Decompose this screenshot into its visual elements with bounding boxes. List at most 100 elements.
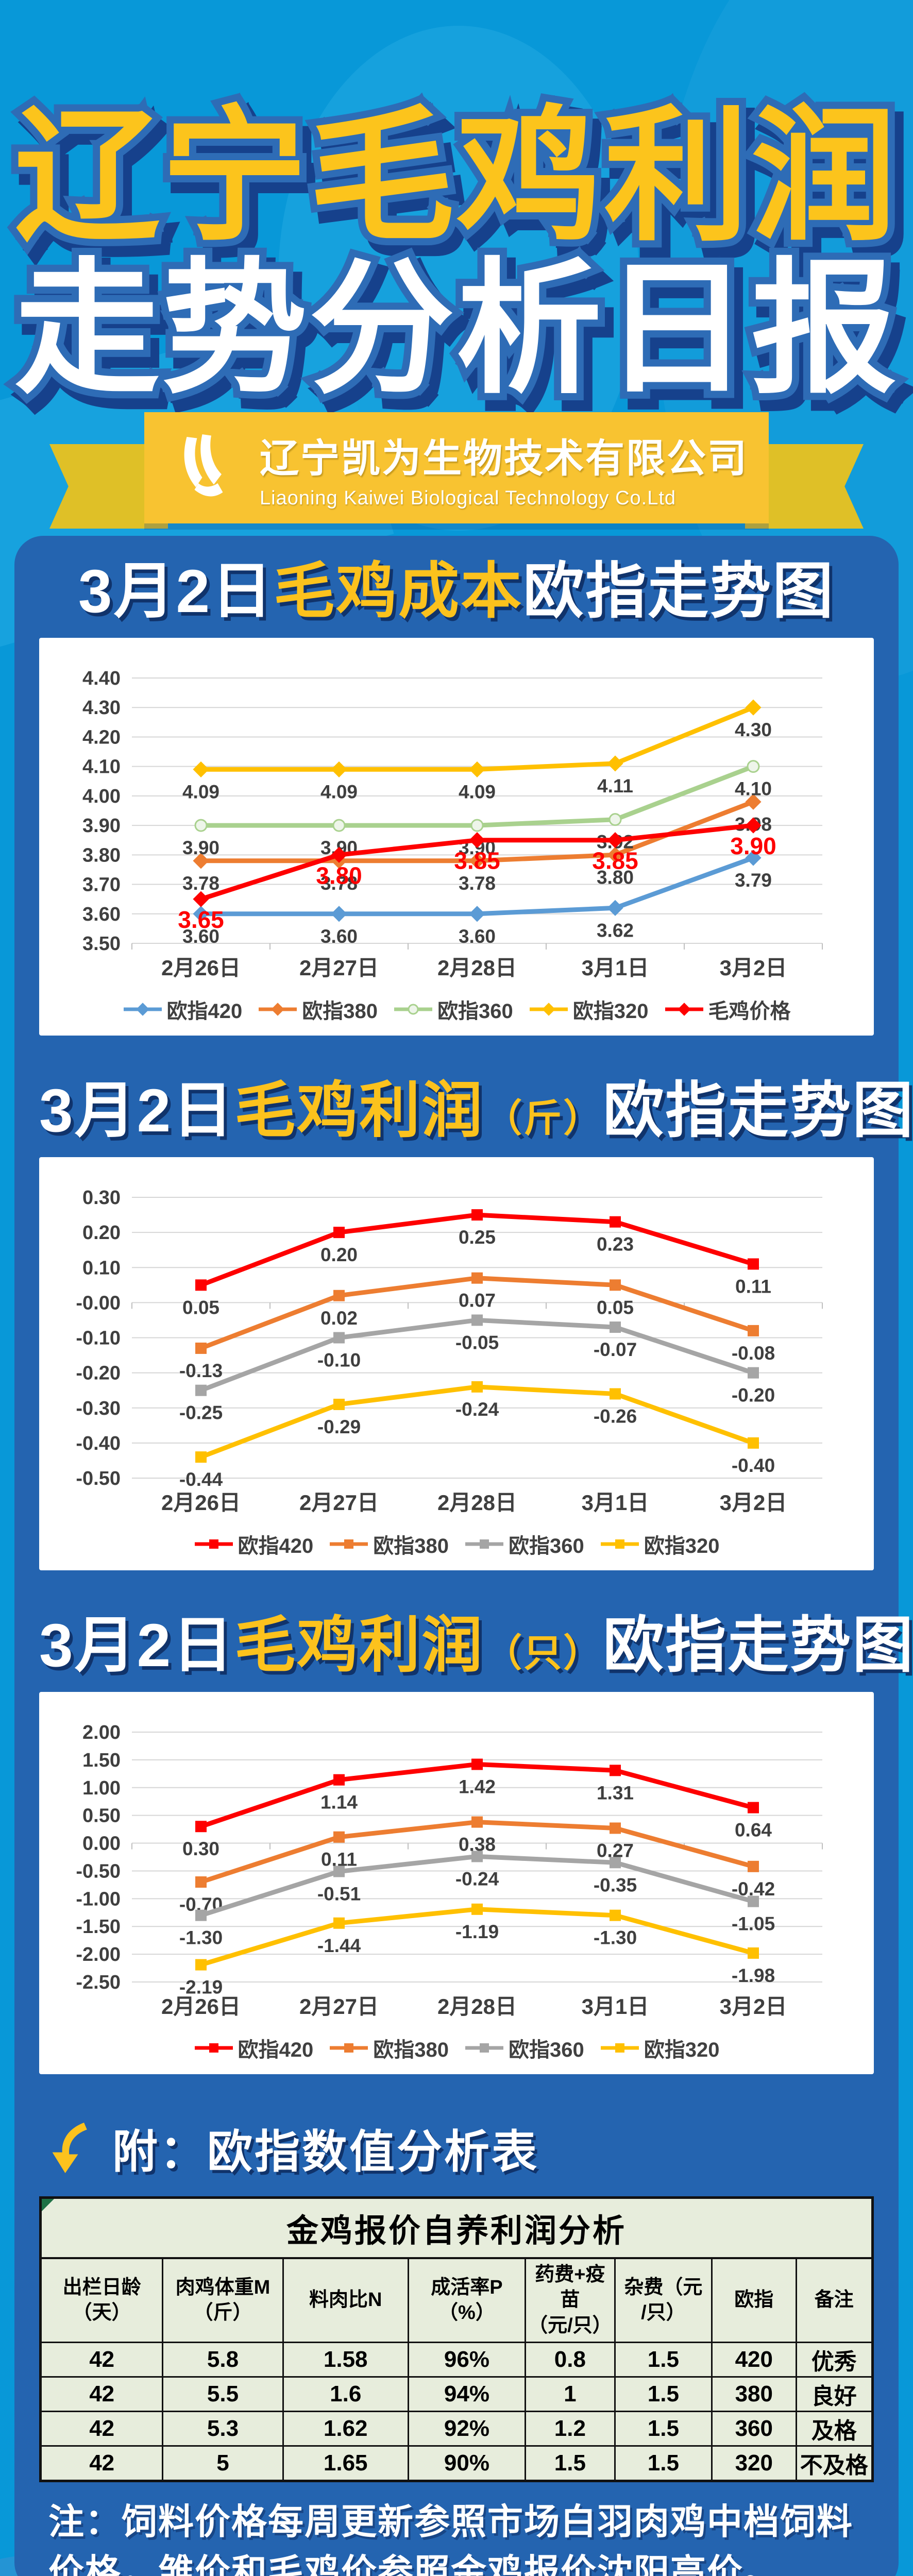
legend-item: 欧指380 xyxy=(258,994,378,1024)
svg-text:4.40: 4.40 xyxy=(82,668,121,689)
legend-label: 欧指320 xyxy=(572,999,649,1023)
legend-marker-icon xyxy=(194,1539,233,1549)
section-title-date: 3月2日 xyxy=(78,557,274,625)
company-name-block: 辽宁凯为生物技术有限公司 Liaoning Kaiwei Biological … xyxy=(260,427,748,510)
legend-marker-icon xyxy=(194,2043,233,2053)
section-title-cost: 3月2日毛鸡成本欧指走势图 xyxy=(39,553,874,631)
legend-marker-icon xyxy=(330,2043,368,2053)
legend-label: 毛鸡价格 xyxy=(708,999,791,1023)
svg-text:3.62: 3.62 xyxy=(597,920,634,941)
svg-text:-2.00: -2.00 xyxy=(76,1944,121,1965)
profit-jin-chart-legend: 欧指420 欧指380 欧指360 欧指320 xyxy=(39,1527,874,1567)
footnote-line1: 注：饲料价格每周更新参照市场白羽肉鸡中档饲料 xyxy=(48,2502,853,2542)
svg-text:-0.20: -0.20 xyxy=(732,1384,775,1405)
svg-text:2.00: 2.00 xyxy=(82,1722,121,1743)
section-title-suffix: 欧指走势图 xyxy=(523,557,835,625)
profit-bird-chart-legend: 欧指420 欧指380 欧指360 欧指320 xyxy=(39,2031,874,2071)
svg-text:-1.50: -1.50 xyxy=(76,1916,121,1938)
section-title-suffix: 欧指走势图 xyxy=(603,1076,913,1145)
svg-text:-1.30: -1.30 xyxy=(179,1927,223,1948)
svg-text:4.00: 4.00 xyxy=(82,786,121,807)
svg-text:-0.26: -0.26 xyxy=(594,1405,637,1427)
profit-analysis-table: 金鸡报价自养利润分析 出栏日龄 （天） 肉鸡体重M （斤） 料肉比N 成活率P （%）… xyxy=(39,2196,874,2483)
legend-item: 欧指360 xyxy=(393,994,513,1024)
legend-marker-icon xyxy=(259,1003,297,1016)
svg-text:-1.30: -1.30 xyxy=(594,1927,637,1948)
table-cell: 1.2 xyxy=(525,2411,616,2447)
svg-text:3.80: 3.80 xyxy=(597,867,634,888)
svg-text:1.31: 1.31 xyxy=(597,1782,634,1803)
svg-text:3.90: 3.90 xyxy=(730,833,776,859)
svg-text:-0.24: -0.24 xyxy=(455,1399,499,1420)
svg-text:-0.44: -0.44 xyxy=(179,1469,223,1490)
profit-jin-chart-card: 0.30 0.20 0.10 -0.00 -0.10 -0.20 -0.30 -0.40 -0.… xyxy=(39,1157,874,1570)
content-panel: 3月2日毛鸡成本欧指走势图 4.40 4.30 4.20 4.10 4.00 3.90 3.… xyxy=(14,536,913,2576)
svg-text:0.11: 0.11 xyxy=(735,1276,771,1297)
table-cell-euro-index: 420 xyxy=(711,2342,797,2378)
svg-text:0.50: 0.50 xyxy=(82,1805,121,1826)
svg-text:3.85: 3.85 xyxy=(592,848,638,874)
section-title-date: 3月2日 xyxy=(39,1076,235,1145)
profit-bird-chart-card: 2.00 1.50 1.00 0.50 0.00 -0.50 -1.00 -1.50 -2.00… xyxy=(39,1691,874,2074)
svg-text:3.80: 3.80 xyxy=(82,844,121,866)
table-cell-euro-index: 320 xyxy=(711,2445,797,2482)
svg-text:3月1日: 3月1日 xyxy=(582,1994,649,2019)
svg-text:0.25: 0.25 xyxy=(459,1227,496,1248)
main-title: 辽宁毛鸡利润 走势分析日报 xyxy=(0,100,913,416)
table-cell: 1.58 xyxy=(282,2342,409,2378)
arrow-icon xyxy=(52,2123,87,2174)
legend-item: 欧指320 xyxy=(529,994,649,1024)
table-cell-euro-index: 380 xyxy=(711,2376,797,2413)
analysis-heading: 附：欧指数值分析表 xyxy=(47,2115,874,2181)
svg-text:-0.05: -0.05 xyxy=(455,1332,499,1353)
svg-text:-0.13: -0.13 xyxy=(179,1360,223,1381)
svg-text:-1.44: -1.44 xyxy=(317,1935,361,1956)
svg-text:-0.40: -0.40 xyxy=(76,1433,121,1454)
svg-text:1.50: 1.50 xyxy=(82,1749,121,1771)
svg-text:3月2日: 3月2日 xyxy=(720,1490,787,1515)
svg-text:4.11: 4.11 xyxy=(597,775,633,796)
legend-label: 欧指420 xyxy=(166,999,243,1023)
analysis-heading-text: 附：欧指数值分析表 xyxy=(112,2126,539,2177)
section-title-unit: （只） xyxy=(484,1631,603,1674)
company-logo-icon xyxy=(184,434,223,497)
section-title-highlight: 毛鸡利润 xyxy=(234,1611,484,1680)
table-cell: 1.6 xyxy=(282,2376,409,2413)
legend-item: 毛鸡价格 xyxy=(664,994,791,1024)
legend-label: 欧指380 xyxy=(373,1534,449,1557)
svg-text:-0.50: -0.50 xyxy=(76,1860,121,1882)
svg-text:0.30: 0.30 xyxy=(182,1838,219,1859)
legend-item: 欧指320 xyxy=(600,1529,720,1559)
legend-label: 欧指420 xyxy=(238,2038,314,2061)
svg-text:-0.50: -0.50 xyxy=(76,1468,121,1489)
table-cell: 42 xyxy=(39,2342,164,2378)
svg-text:0.05: 0.05 xyxy=(182,1297,219,1318)
svg-text:4.30: 4.30 xyxy=(735,719,772,740)
cost-chart-legend: 欧指420 欧指380 欧指360 欧指320 毛鸡价格 xyxy=(39,992,874,1032)
svg-text:-0.07: -0.07 xyxy=(594,1339,637,1360)
table-cell: 5.8 xyxy=(162,2342,284,2378)
svg-text:-1.05: -1.05 xyxy=(732,1913,775,1934)
column-header-misc: 杂费（元/只） xyxy=(614,2257,713,2344)
section-title-suffix: 欧指走势图 xyxy=(603,1611,913,1680)
svg-text:2月27日: 2月27日 xyxy=(299,1490,379,1515)
table-cell: 0.8 xyxy=(525,2342,616,2378)
svg-text:4.10: 4.10 xyxy=(82,756,121,778)
section-profit-jin-chart: 3月2日毛鸡利润（斤）欧指走势图 0.30 0.20 0.10 -0.00 -0.10-… xyxy=(39,1073,913,1570)
svg-text:3.85: 3.85 xyxy=(454,848,500,874)
svg-text:3.90: 3.90 xyxy=(82,815,121,837)
svg-text:0.00: 0.00 xyxy=(82,1833,121,1854)
svg-text:-1.98: -1.98 xyxy=(732,1965,775,1986)
svg-text:0.20: 0.20 xyxy=(320,1244,358,1265)
legend-marker-icon xyxy=(394,1004,432,1015)
svg-text:0.20: 0.20 xyxy=(82,1222,121,1244)
svg-text:3.60: 3.60 xyxy=(459,926,496,947)
legend-item: 欧指380 xyxy=(329,2033,449,2063)
table-cell: 1.62 xyxy=(282,2411,409,2447)
svg-text:2月28日: 2月28日 xyxy=(437,956,517,980)
table-cell: 1.5 xyxy=(525,2445,616,2482)
section-title-highlight: 毛鸡成本 xyxy=(274,557,523,625)
table-cell: 5.5 xyxy=(162,2376,284,2413)
profit-per-jin-chart: 0.30 0.20 0.10 -0.00 -0.10 -0.20 -0.30 -0.40 -0.… xyxy=(76,1187,823,1515)
svg-text:3月2日: 3月2日 xyxy=(720,1994,787,2019)
